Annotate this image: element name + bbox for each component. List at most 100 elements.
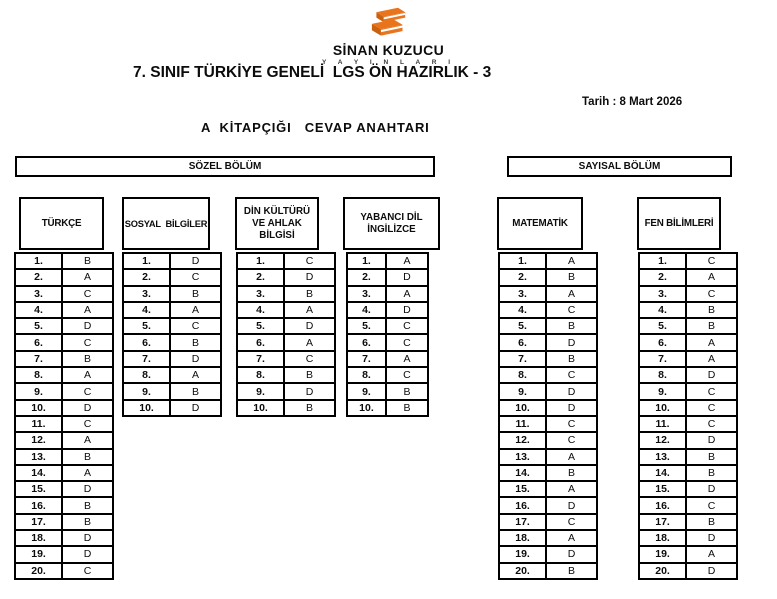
answer-row: 14. A <box>13 463 114 483</box>
answer-letter: B <box>685 512 738 532</box>
answer-letter: A <box>384 284 430 303</box>
answer-letter: C <box>384 366 430 385</box>
answer-letter: D <box>685 480 738 499</box>
answer-letter: A <box>685 268 738 287</box>
answer-row: 10. D <box>121 398 222 417</box>
publisher-name: SİNAN KUZUCU <box>332 42 445 58</box>
answer-row: 8. A <box>121 366 222 385</box>
answer-letter: B <box>384 398 430 417</box>
answer-letter: B <box>169 382 222 401</box>
question-number: 7. <box>497 349 548 369</box>
answer-row: 2. A <box>637 268 738 287</box>
question-number: 10. <box>497 398 548 417</box>
answer-row: 9. D <box>497 382 598 401</box>
answer-letter: B <box>685 317 738 336</box>
answer-letter: A <box>61 366 114 385</box>
answer-row: 12. C <box>497 431 598 450</box>
answer-letter: B <box>61 251 114 271</box>
answer-letter: C <box>61 333 114 352</box>
question-number: 9. <box>13 382 64 401</box>
question-number: 10. <box>235 398 286 417</box>
answer-row: 2. A <box>13 268 114 287</box>
question-number: 16. <box>637 496 688 515</box>
answer-letter: C <box>685 284 738 303</box>
answer-row: 10. B <box>346 398 430 417</box>
question-number: 1. <box>346 251 387 271</box>
booklet-answer-key-title: A KİTAPÇIĞI CEVAP ANAHTARI <box>201 120 430 135</box>
question-number: 4. <box>235 300 286 320</box>
answer-row: 17. B <box>637 512 738 532</box>
answer-row: 12. A <box>13 431 114 450</box>
answer-row: 7. D <box>121 349 222 369</box>
section-header-numeric-label: SAYISAL BÖLÜM <box>578 161 661 172</box>
answer-letter: C <box>384 333 430 352</box>
question-number: 8. <box>121 366 172 385</box>
answer-row: 2. D <box>346 268 430 287</box>
answer-letter: A <box>169 366 222 385</box>
question-number: 20. <box>497 561 548 580</box>
answer-letter: A <box>545 529 598 548</box>
answer-letter: D <box>61 398 114 417</box>
publisher-logo: SİNAN KUZUCU Y A Y I N L A R I <box>0 4 777 66</box>
answer-letter: B <box>545 561 598 580</box>
answer-row: 18. D <box>637 529 738 548</box>
answer-letter: B <box>61 512 114 532</box>
answer-row: 4. A <box>235 300 336 320</box>
question-number: 2. <box>13 268 64 287</box>
question-number: 8. <box>13 366 64 385</box>
question-number: 8. <box>235 366 286 385</box>
question-number: 5. <box>637 317 688 336</box>
question-number: 18. <box>497 529 548 548</box>
question-number: 1. <box>13 251 64 271</box>
answer-row: 4. A <box>13 300 114 320</box>
question-number: 1. <box>497 251 548 271</box>
question-number: 14. <box>497 463 548 483</box>
question-number: 7. <box>13 349 64 369</box>
publisher-subtitle: Y A Y I N L A R I <box>321 59 456 66</box>
answer-row: 6. B <box>121 333 222 352</box>
answer-row: 19. D <box>497 545 598 564</box>
question-number: 3. <box>346 284 387 303</box>
answer-row: 4. C <box>497 300 598 320</box>
answer-letter: A <box>169 300 222 320</box>
answer-row: 13. A <box>497 447 598 466</box>
answer-row: 4. B <box>637 300 738 320</box>
answer-letter: C <box>685 398 738 417</box>
answer-letter: D <box>169 398 222 417</box>
answer-row: 3. C <box>13 284 114 303</box>
answer-row: 18. D <box>13 529 114 548</box>
answer-letter: A <box>685 333 738 352</box>
answer-letter: B <box>61 496 114 515</box>
answer-letter: A <box>61 300 114 320</box>
answer-row: 6. D <box>497 333 598 352</box>
question-number: 6. <box>346 333 387 352</box>
answer-row: 8. C <box>497 366 598 385</box>
question-number: 1. <box>235 251 286 271</box>
answer-letter: D <box>283 382 336 401</box>
answers-table-din-kulturu: 1. C 2. D 3. B 4. A 5. D 6. A 7. C 8. B 9. D 10. B <box>235 251 336 417</box>
question-number: 9. <box>637 382 688 401</box>
answer-letter: B <box>685 463 738 483</box>
answer-row: 11. C <box>497 414 598 434</box>
answer-row: 5. C <box>346 317 430 336</box>
question-number: 3. <box>497 284 548 303</box>
question-number: 7. <box>235 349 286 369</box>
answer-letter: D <box>685 366 738 385</box>
answer-row: 13. B <box>13 447 114 466</box>
answers-table-yabanci-dil: 1. A 2. D 3. A 4. D 5. C 6. C 7. A 8. C 9. B 10. B <box>346 251 430 417</box>
answer-letter: C <box>169 317 222 336</box>
answer-letter: C <box>169 268 222 287</box>
question-number: 19. <box>497 545 548 564</box>
answer-row: 6. C <box>346 333 430 352</box>
answer-letter: A <box>545 284 598 303</box>
answers-table-turkce: 1. B 2. A 3. C 4. A 5. D 6. C 7. B 8. A 9. C 10. D 11. C 12. A 1… <box>13 251 114 580</box>
answer-row: 2. C <box>121 268 222 287</box>
answer-letter: A <box>61 268 114 287</box>
answer-letter: C <box>61 284 114 303</box>
answer-row: 3. B <box>235 284 336 303</box>
answer-row: 16. C <box>637 496 738 515</box>
answer-row: 3. A <box>497 284 598 303</box>
answer-letter: D <box>169 251 222 271</box>
question-number: 2. <box>637 268 688 287</box>
